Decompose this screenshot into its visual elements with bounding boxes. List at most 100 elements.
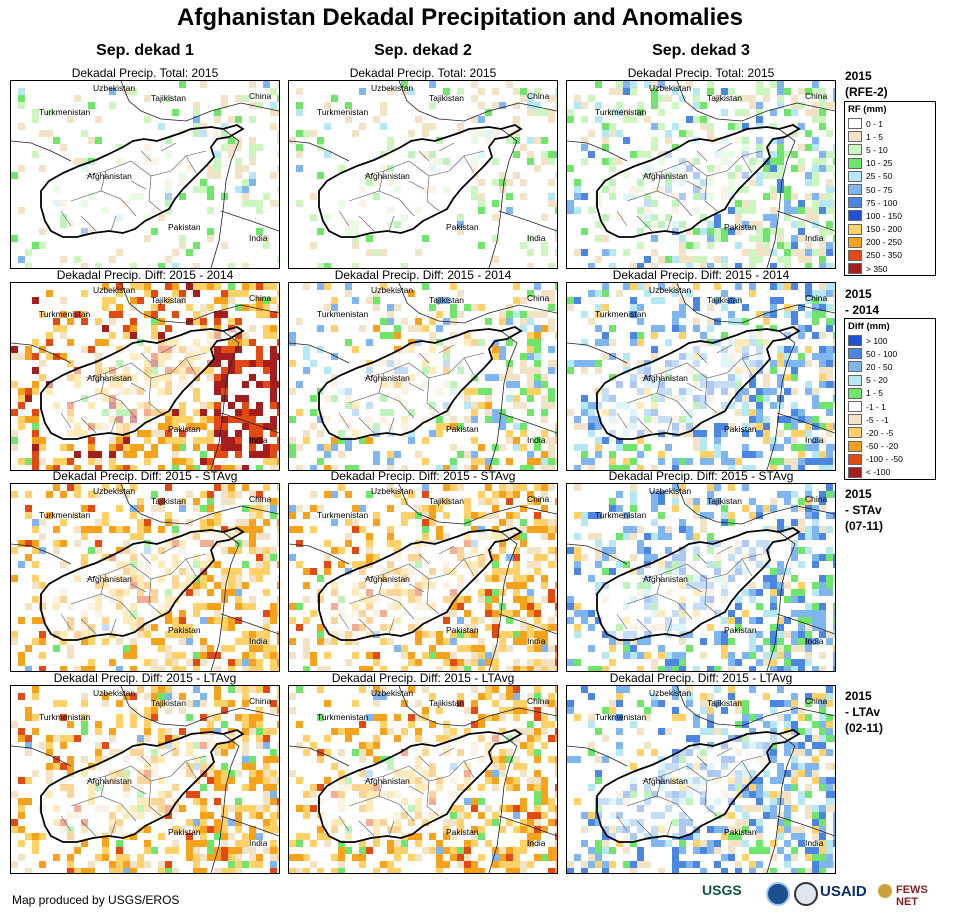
precip-cell (123, 437, 130, 444)
precip-cell (242, 728, 249, 735)
precip-cell (548, 458, 555, 465)
precip-cell (359, 123, 366, 130)
precip-cell (18, 826, 25, 833)
precip-cell (777, 638, 784, 645)
precip-cell (714, 847, 721, 854)
precip-cell (492, 617, 499, 624)
precip-cell (144, 283, 151, 290)
precip-cell (749, 200, 756, 207)
precip-cell (249, 158, 256, 165)
precip-cell (436, 325, 443, 332)
precip-cell (102, 847, 109, 854)
precip-cell (826, 631, 833, 638)
precip-cell (492, 526, 499, 533)
precip-cell (567, 109, 574, 116)
precip-cell (116, 666, 123, 671)
precip-cell (763, 235, 770, 242)
precip-cell (74, 540, 81, 547)
precip-cell (707, 491, 714, 498)
precip-cell (242, 409, 249, 416)
precip-cell (548, 561, 555, 568)
map-frame: Uzbekistan Tajikistan China Turkmenistan Afg… (10, 483, 280, 672)
precip-cell (387, 144, 394, 151)
precip-cell (394, 547, 401, 554)
precip-cell (826, 791, 833, 798)
precip-cell (527, 332, 534, 339)
precip-cell (235, 465, 242, 470)
precip-cell (693, 505, 700, 512)
precip-cell (457, 617, 464, 624)
precip-cell (263, 367, 270, 374)
precip-cell (457, 603, 464, 610)
precip-cell (527, 311, 534, 318)
precip-cell (11, 721, 18, 728)
precip-cell (763, 165, 770, 172)
precip-cell (366, 533, 373, 540)
precip-cell (179, 505, 186, 512)
precip-cell (151, 304, 158, 311)
precip-cell (602, 130, 609, 137)
precip-cell (541, 137, 548, 144)
precip-cell (602, 339, 609, 346)
precip-cell (436, 430, 443, 437)
precip-cell (693, 304, 700, 311)
neighbor-borders (567, 81, 835, 268)
precip-cell (770, 854, 777, 861)
precip-cell (728, 652, 735, 659)
precip-cell (207, 283, 214, 290)
precip-cell (221, 707, 228, 714)
precip-cell (165, 652, 172, 659)
precip-cell (791, 430, 798, 437)
precip-cell (756, 603, 763, 610)
precip-cell (228, 645, 235, 652)
precip-cell (165, 812, 172, 819)
precip-cell (520, 444, 527, 451)
precip-cell (457, 693, 464, 700)
precip-cell (651, 346, 658, 353)
precip-cell (256, 144, 263, 151)
precip-cell (819, 617, 826, 624)
precip-cell (763, 311, 770, 318)
precip-cell (352, 465, 359, 470)
precip-cell (630, 533, 637, 540)
precip-cell (665, 130, 672, 137)
precip-cell (819, 332, 826, 339)
precip-cell (345, 283, 352, 290)
precip-cell (366, 554, 373, 561)
precip-cell (630, 638, 637, 645)
precip-cell (728, 840, 735, 847)
precip-cell (819, 721, 826, 728)
precip-cell (623, 645, 630, 652)
precip-cell (686, 242, 693, 249)
precip-cell (609, 540, 616, 547)
precip-cell (651, 95, 658, 102)
precip-cell (263, 742, 270, 749)
precip-cell (200, 311, 207, 318)
precip-cell (310, 360, 317, 367)
precip-cell (338, 484, 345, 491)
precip-cell (499, 847, 506, 854)
precip-cell (200, 868, 207, 873)
precip-cell (527, 249, 534, 256)
precip-cell (791, 645, 798, 652)
precip-cell (242, 561, 249, 568)
precip-cell (317, 833, 324, 840)
precip-cell (102, 638, 109, 645)
precip-cell (826, 186, 833, 193)
precip-cell (763, 423, 770, 430)
precip-cell (541, 374, 548, 381)
precip-cell (289, 554, 296, 561)
precip-cell (686, 631, 693, 638)
precip-cell (812, 666, 819, 671)
precip-cell (819, 193, 826, 200)
precip-cell (408, 686, 415, 693)
precip-cell (672, 88, 679, 95)
precip-cell (506, 847, 513, 854)
precip-cell (263, 458, 270, 465)
precip-cell (303, 346, 310, 353)
precip-cell (665, 339, 672, 346)
precip-cell (707, 221, 714, 228)
precip-cell (742, 826, 749, 833)
precip-cell (221, 582, 228, 589)
precip-cell (317, 505, 324, 512)
